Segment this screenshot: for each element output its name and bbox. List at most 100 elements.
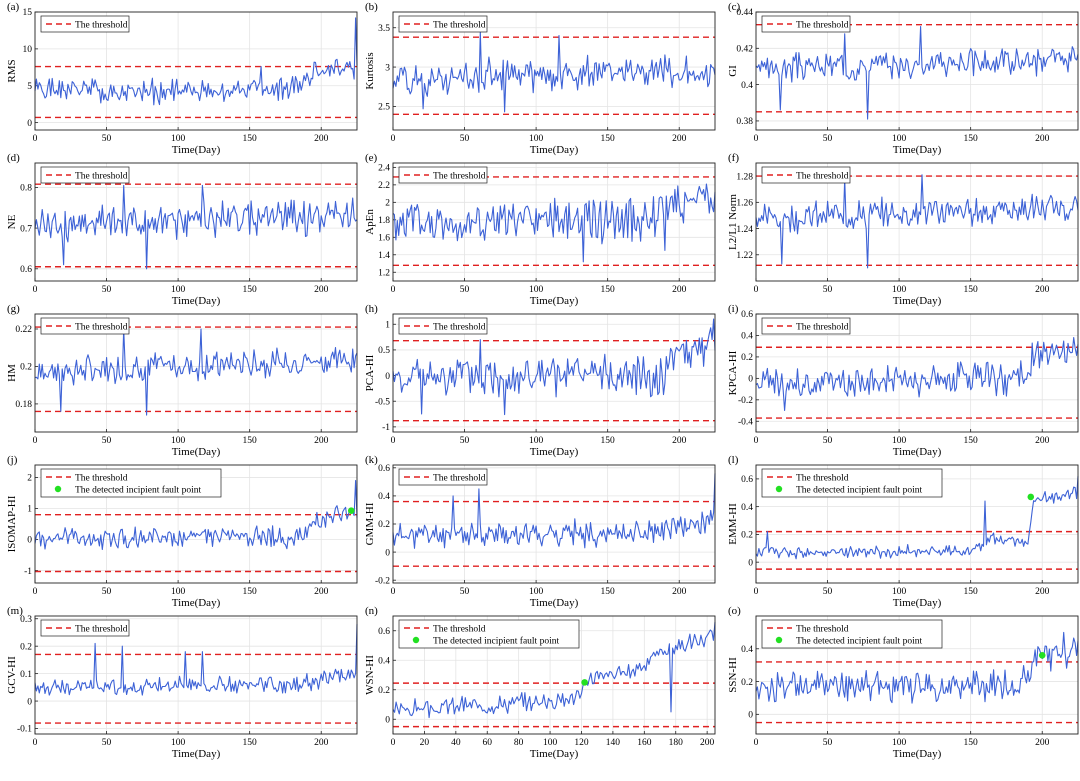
fault-point-marker [1038, 652, 1046, 659]
x-tick-label: 60 [482, 738, 492, 748]
x-tick-label: 50 [823, 436, 833, 446]
x-tick-label: 140 [606, 738, 621, 748]
axes-frame [34, 162, 358, 282]
chart-panel: (a) 0 50 100 150 200 0 5 10 15 Time(Day) RMS The thr… [6, 1, 358, 156]
x-tick-label: 150 [964, 436, 979, 446]
axes-frame [755, 313, 1079, 433]
series-line [34, 624, 358, 696]
x-tick-label: 200 [314, 134, 329, 144]
y-tick-label: 5 [27, 82, 32, 92]
y-tick-label: 3.5 [378, 24, 390, 34]
y-tick-label: 1.26 [736, 199, 753, 209]
y-axis-label: Kurtosis [364, 52, 376, 89]
legend-threshold-label: The threshold [796, 474, 849, 484]
legend-box [398, 317, 488, 335]
y-tick-label: 3 [385, 63, 390, 73]
x-tick-label: 50 [823, 285, 833, 295]
legend: The threshold [761, 166, 851, 184]
axes-frame [392, 162, 716, 282]
chart-panel: (j)0 50 100 150 200-1012Time(Day)ISOMAP-HITh… [6, 454, 358, 609]
x-tick-label: 200 [314, 436, 329, 446]
x-tick-label: 100 [892, 285, 907, 295]
panel-label: (a) [7, 1, 20, 13]
x-tick-label: 200 [700, 738, 715, 748]
legend-threshold-label: The threshold [796, 172, 849, 182]
y-tick-label: 1 [385, 320, 390, 330]
x-axis-label: Time(Day) [530, 597, 579, 609]
axes-frame [392, 313, 716, 433]
y-tick-label: 0 [27, 119, 32, 129]
x-tick-label: 200 [672, 285, 687, 295]
x-tick-label: 0 [33, 134, 38, 144]
y-axis-label: ApEn [364, 209, 376, 235]
legend: The threshold [398, 15, 488, 33]
legend-fault-swatch [54, 485, 62, 493]
y-axis-label: EMM-HI [727, 503, 739, 545]
y-tick-label: 0.7 [20, 224, 32, 234]
legend: The threshold [761, 15, 851, 33]
chart-panel: (c) 0 50 100 150 200 0.38 0.4 0.42 0.44 Time(Day) G… [727, 1, 1079, 156]
legend-threshold-label: The threshold [433, 625, 486, 635]
panel-label: (f) [728, 152, 739, 164]
axes-frame [392, 464, 716, 584]
y-tick-label: -1 [382, 423, 390, 433]
panel-label: (h) [365, 303, 378, 315]
y-axis-label: GI [727, 65, 739, 77]
y-tick-label: 0.2 [20, 363, 32, 373]
x-tick-label: 150 [601, 285, 616, 295]
series-line [34, 17, 358, 106]
legend-box [40, 15, 130, 33]
x-tick-label: 0 [754, 587, 759, 597]
x-axis-label: Time(Day) [893, 144, 942, 156]
legend-threshold-label: The threshold [433, 21, 486, 31]
x-tick-label: 200 [672, 134, 687, 144]
series-line [392, 318, 716, 416]
legend-fault-label: The detected incipient fault point [75, 485, 201, 496]
axes-frame [755, 615, 1079, 735]
series-line [34, 328, 358, 416]
legend: The threshold [40, 619, 130, 637]
legend-threshold-label: The threshold [796, 323, 849, 333]
x-tick-label: 200 [1035, 738, 1050, 748]
x-tick-label: 50 [102, 134, 112, 144]
x-tick-label: 100 [543, 738, 558, 748]
panel-label: (d) [7, 152, 20, 164]
x-tick-label: 200 [672, 436, 687, 446]
x-tick-label: 0 [33, 285, 38, 295]
x-tick-label: 100 [892, 738, 907, 748]
chart-panel: (o) 0 50 100 150 200 0 0.2 0.4 Time(Day) SSN-HI The… [727, 605, 1079, 760]
x-tick-label: 0 [754, 134, 759, 144]
fault-point-marker [1027, 493, 1035, 501]
x-tick-label: 0 [33, 436, 38, 446]
legend: The threshold [40, 15, 130, 33]
series-line [34, 184, 358, 270]
chart-panel: (i) 0 50 100 150 200 -0.4 -0.2 0 0.2 0.4 0.6 Time(Da… [727, 303, 1079, 458]
series-line [755, 174, 1079, 269]
x-tick-label: 100 [171, 134, 186, 144]
x-tick-label: 50 [460, 587, 470, 597]
y-tick-label: 0.44 [736, 8, 753, 18]
legend: The threshold [398, 317, 488, 335]
x-tick-label: 80 [514, 738, 524, 748]
legend-threshold-label: The threshold [796, 21, 849, 31]
y-axis-label: SSN-HI [727, 657, 739, 693]
x-tick-label: 150 [964, 285, 979, 295]
series-line [34, 479, 358, 551]
x-tick-label: 0 [391, 285, 396, 295]
chart-panel: (h) 0 50 100 150 200 -1 -0.5 0 0.5 1 Time(Day) PCA-H… [364, 303, 716, 458]
y-tick-label: 0.6 [378, 627, 390, 637]
x-tick-label: 0 [33, 738, 38, 748]
legend-threshold-label: The threshold [75, 625, 128, 635]
x-tick-label: 0 [391, 587, 396, 597]
series-line [392, 621, 716, 719]
legend-box [40, 317, 130, 335]
x-tick-label: 50 [460, 436, 470, 446]
y-tick-label: 1.6 [378, 233, 390, 243]
x-tick-label: 0 [754, 436, 759, 446]
x-axis-label: Time(Day) [172, 597, 221, 609]
y-tick-label: 0.4 [741, 503, 753, 513]
chart-panel: (d) 0 50 100 150 200 0.6 0.7 0.8 Time(Day) NE The t… [6, 152, 358, 307]
